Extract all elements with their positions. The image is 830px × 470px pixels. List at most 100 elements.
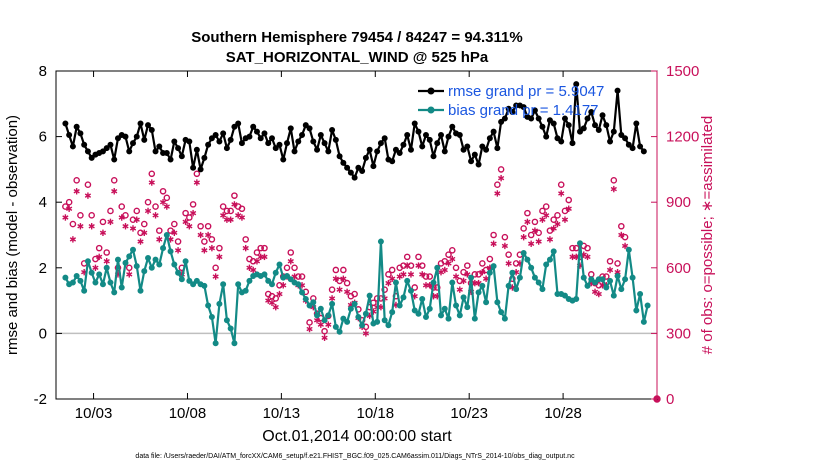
- asterisk-stroke: [407, 272, 415, 277]
- possible-obs-marker: [584, 244, 591, 252]
- rmse-point: [561, 115, 568, 122]
- bias-point: [302, 295, 309, 302]
- asterisk-stroke: [148, 180, 155, 185]
- rmse-point: [220, 130, 227, 137]
- rmse-point: [223, 145, 230, 152]
- asterisk-stroke: [419, 272, 426, 277]
- x-ticks: 10/03 10/08 10/13 10/18 10/23 10/28: [75, 71, 582, 422]
- bias-point: [430, 279, 437, 286]
- rmse-point: [633, 120, 640, 127]
- possible-obs-marker: [69, 220, 77, 228]
- asterisk-stroke: [167, 237, 174, 242]
- assimilated-obs-marker: [565, 205, 572, 212]
- bias-point: [513, 286, 520, 293]
- bias-point: [171, 261, 178, 268]
- rmse-point: [351, 174, 358, 181]
- possible-obs-marker: [110, 177, 118, 184]
- possible-obs-marker: [321, 327, 328, 335]
- rmse-point: [197, 166, 204, 173]
- bias-point: [396, 302, 403, 309]
- bias-point: [453, 302, 460, 309]
- assimilated-obs-marker: [231, 201, 238, 208]
- asterisk-stroke: [291, 274, 298, 279]
- rmse-point: [599, 112, 606, 119]
- assimilated-obs-marker: [419, 271, 426, 278]
- rmse-point: [392, 146, 399, 153]
- asterisk-stroke: [129, 226, 137, 231]
- assimilated-obs-marker: [328, 295, 336, 302]
- rmse-point: [389, 158, 396, 165]
- bias-point: [475, 289, 482, 296]
- possible-obs-marker: [174, 238, 182, 245]
- possible-obs-marker: [501, 233, 509, 241]
- asterisk-stroke: [208, 245, 216, 251]
- possible-obs-marker: [208, 236, 216, 243]
- asterisk-stroke: [205, 232, 212, 238]
- possible-obs-marker: [497, 166, 505, 173]
- asterisk-stroke: [144, 208, 152, 214]
- bias-point: [111, 289, 118, 296]
- asterisk-stroke: [614, 269, 621, 275]
- bias-point: [329, 300, 336, 307]
- asterisk-stroke: [212, 274, 219, 279]
- asterisk-stroke: [103, 259, 110, 264]
- possible-obs-marker: [524, 209, 531, 217]
- asterisk-stroke: [340, 276, 347, 281]
- asterisk-stroke: [317, 322, 324, 327]
- y-tick-label: -2: [34, 391, 47, 408]
- rmse-point: [618, 131, 625, 138]
- bias-point: [325, 312, 332, 319]
- asterisk-stroke: [445, 261, 452, 266]
- bias-point: [415, 310, 422, 317]
- bias-point: [546, 256, 553, 263]
- assimilated-obs-marker: [584, 253, 591, 261]
- bias-point: [400, 294, 407, 301]
- assimilated-obs-marker: [137, 238, 144, 245]
- assimilated-obs-marker: [539, 216, 546, 223]
- bias-point: [347, 305, 354, 312]
- rmse-point: [216, 138, 223, 145]
- bias-point: [486, 269, 493, 276]
- possible-obs-marker: [216, 244, 223, 252]
- assimilated-obs-marker: [66, 205, 73, 212]
- rmse-point: [550, 120, 557, 127]
- possible-obs-marker: [261, 244, 268, 252]
- bias-point: [178, 276, 185, 283]
- rmse-point: [580, 125, 587, 132]
- bias-point: [633, 307, 640, 314]
- y2-tick-label: 300: [666, 325, 691, 342]
- rmse-point: [133, 133, 140, 140]
- asterisk-stroke: [220, 213, 227, 218]
- bias-point: [629, 274, 636, 281]
- bias-point: [573, 295, 580, 302]
- asterisk-stroke: [242, 245, 249, 251]
- rmse-point: [231, 123, 238, 130]
- possible-obs-marker: [291, 264, 298, 272]
- assimilated-obs-marker: [129, 225, 137, 232]
- rmse-point: [310, 138, 317, 145]
- bias-point: [160, 245, 167, 252]
- rmse-point: [404, 131, 411, 138]
- rmse-point: [347, 169, 354, 176]
- asterisk-stroke: [377, 304, 385, 310]
- rmse-point: [629, 145, 636, 152]
- assimilated-obs-marker: [306, 325, 313, 333]
- possible-obs-marker: [343, 279, 351, 287]
- possible-obs-marker: [152, 203, 159, 210]
- bias-point: [607, 277, 614, 284]
- asterisk-stroke: [122, 224, 129, 229]
- rmse-point: [325, 148, 332, 155]
- bias-point: [359, 322, 366, 329]
- bias-point: [479, 282, 486, 289]
- bias-point: [490, 263, 497, 270]
- rmse-point: [250, 123, 257, 130]
- asterisk-stroke: [69, 237, 77, 242]
- assimilated-obs-marker: [77, 223, 84, 230]
- rmse-point: [592, 122, 599, 129]
- asterisk-stroke: [272, 304, 279, 310]
- possible-obs-marker: [328, 286, 336, 293]
- rmse-point: [396, 150, 403, 156]
- assimilated-obs-marker: [415, 262, 422, 269]
- assimilated-obs-marker: [445, 260, 452, 267]
- bias-legend-label: bias grand pr = 1.4177: [448, 102, 599, 119]
